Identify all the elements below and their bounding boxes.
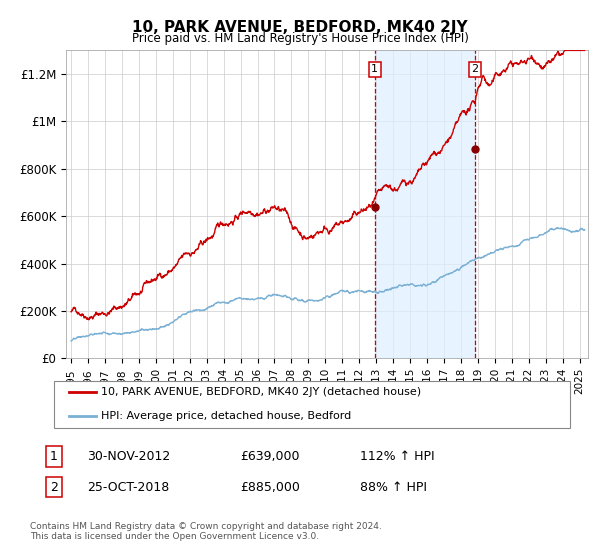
Text: 1: 1 [50,450,58,463]
Text: HPI: Average price, detached house, Bedford: HPI: Average price, detached house, Bedf… [101,410,351,421]
Text: 10, PARK AVENUE, BEDFORD, MK40 2JY: 10, PARK AVENUE, BEDFORD, MK40 2JY [132,20,468,35]
Text: 30-NOV-2012: 30-NOV-2012 [87,450,170,463]
Text: Price paid vs. HM Land Registry's House Price Index (HPI): Price paid vs. HM Land Registry's House … [131,32,469,45]
Text: 10, PARK AVENUE, BEDFORD, MK40 2JY (detached house): 10, PARK AVENUE, BEDFORD, MK40 2JY (deta… [101,387,421,397]
Text: £639,000: £639,000 [240,450,299,463]
Text: 25-OCT-2018: 25-OCT-2018 [87,480,169,494]
Text: £885,000: £885,000 [240,480,300,494]
Text: 112% ↑ HPI: 112% ↑ HPI [360,450,434,463]
Text: 2: 2 [472,64,479,74]
Text: 1: 1 [371,64,378,74]
Text: 88% ↑ HPI: 88% ↑ HPI [360,480,427,494]
Text: Contains HM Land Registry data © Crown copyright and database right 2024.
This d: Contains HM Land Registry data © Crown c… [30,522,382,542]
Text: 2: 2 [50,480,58,494]
Bar [375,50,475,358]
